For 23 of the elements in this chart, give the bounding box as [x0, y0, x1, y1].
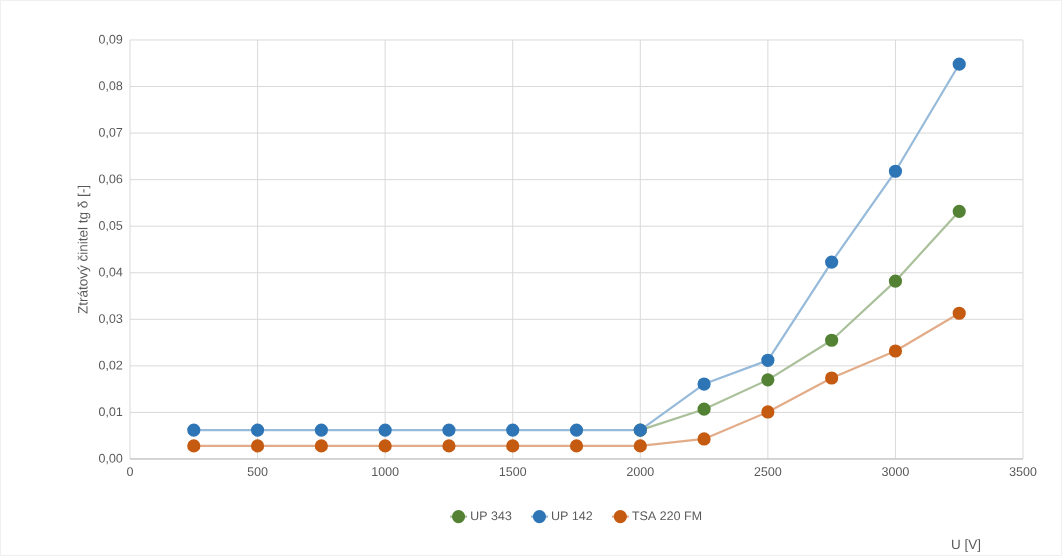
x-tick-label: 1000 — [372, 467, 399, 477]
x-tick-label: 3000 — [882, 467, 909, 477]
y-axis-title: Ztrátový činitel tg δ [-] — [77, 185, 91, 314]
y-tick-label: 0,02 — [98, 360, 123, 372]
legend-label: UP 142 — [552, 511, 593, 521]
y-tick-label: 0,06 — [98, 174, 123, 185]
y-tick-label: 0,09 — [98, 34, 123, 46]
y-tick-label: 0,07 — [98, 127, 123, 139]
x-tick-label: 2500 — [754, 467, 782, 477]
y-tick-label: 0,08 — [98, 81, 123, 92]
x-tick-label: 1500 — [499, 467, 527, 477]
y-tick-label: 0,03 — [98, 314, 123, 325]
x-tick-label: 500 — [247, 467, 268, 477]
legend-label: UP 343 — [471, 511, 512, 521]
x-tick-label: 2000 — [627, 467, 654, 477]
legend-label: TSA 220 FM — [632, 511, 702, 521]
y-tick-label: 0,00 — [98, 453, 123, 465]
y-tick-label: 0,05 — [98, 221, 123, 232]
y-tick-label: 0,04 — [98, 267, 123, 278]
x-tick-label: 0 — [127, 467, 133, 477]
y-tick-label: 0,01 — [98, 407, 123, 418]
x-tick-label: 3500 — [1009, 467, 1037, 477]
x-axis-title: U [V] — [952, 539, 981, 552]
